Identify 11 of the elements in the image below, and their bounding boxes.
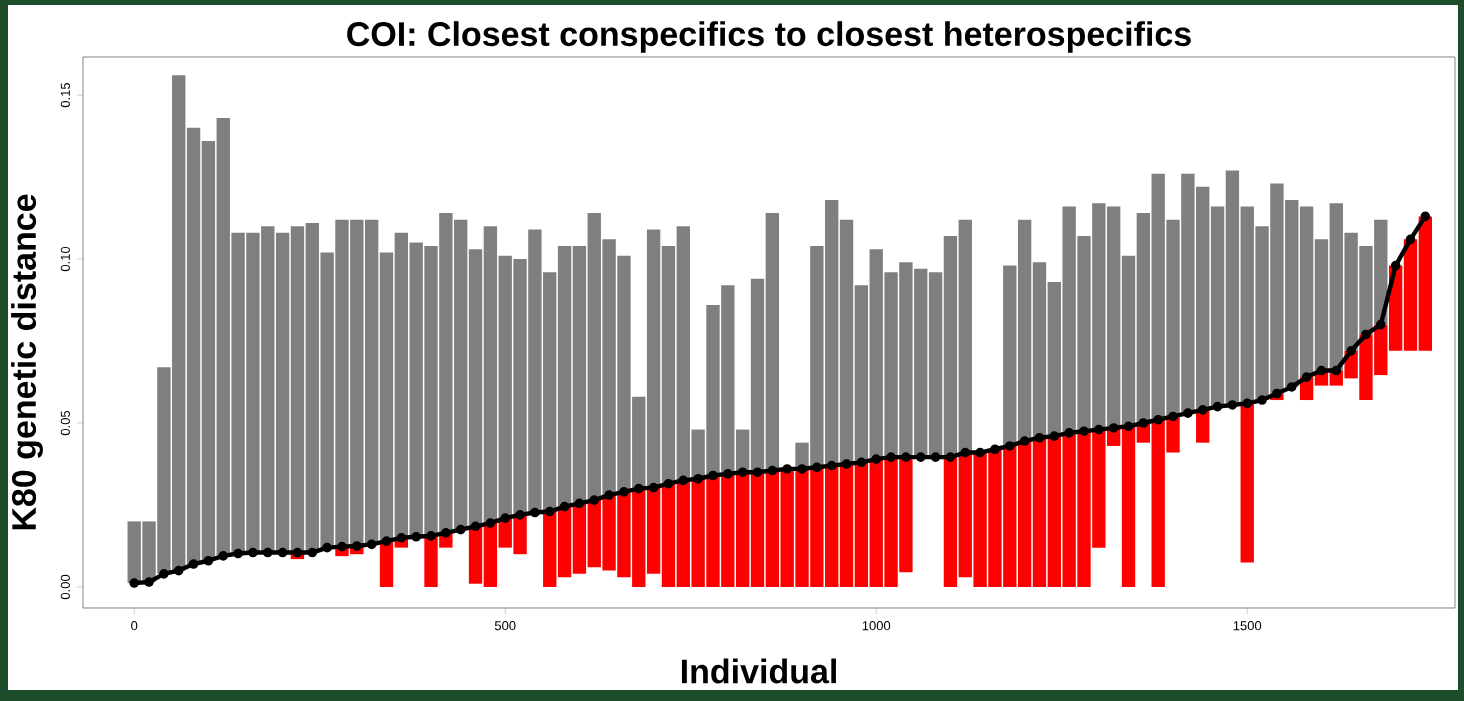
y-tick-label: 0.10 xyxy=(60,246,70,272)
y-tick-label: 0.15 xyxy=(60,82,70,108)
x-tick-label: 500 xyxy=(494,621,516,631)
chart-title: COI: Closest conspecifics to closest heterospecifics xyxy=(347,21,1191,53)
x-tick-label: 1500 xyxy=(1233,621,1262,631)
y-axis-title: K80 genetic distance xyxy=(11,194,43,530)
x-axis-title: Individual xyxy=(681,658,836,684)
x-tick-label: 1000 xyxy=(862,621,891,631)
y-tick-label: 0.05 xyxy=(60,410,70,436)
y-tick-label: 0.00 xyxy=(60,574,70,600)
x-tick-label: 0 xyxy=(131,621,138,631)
